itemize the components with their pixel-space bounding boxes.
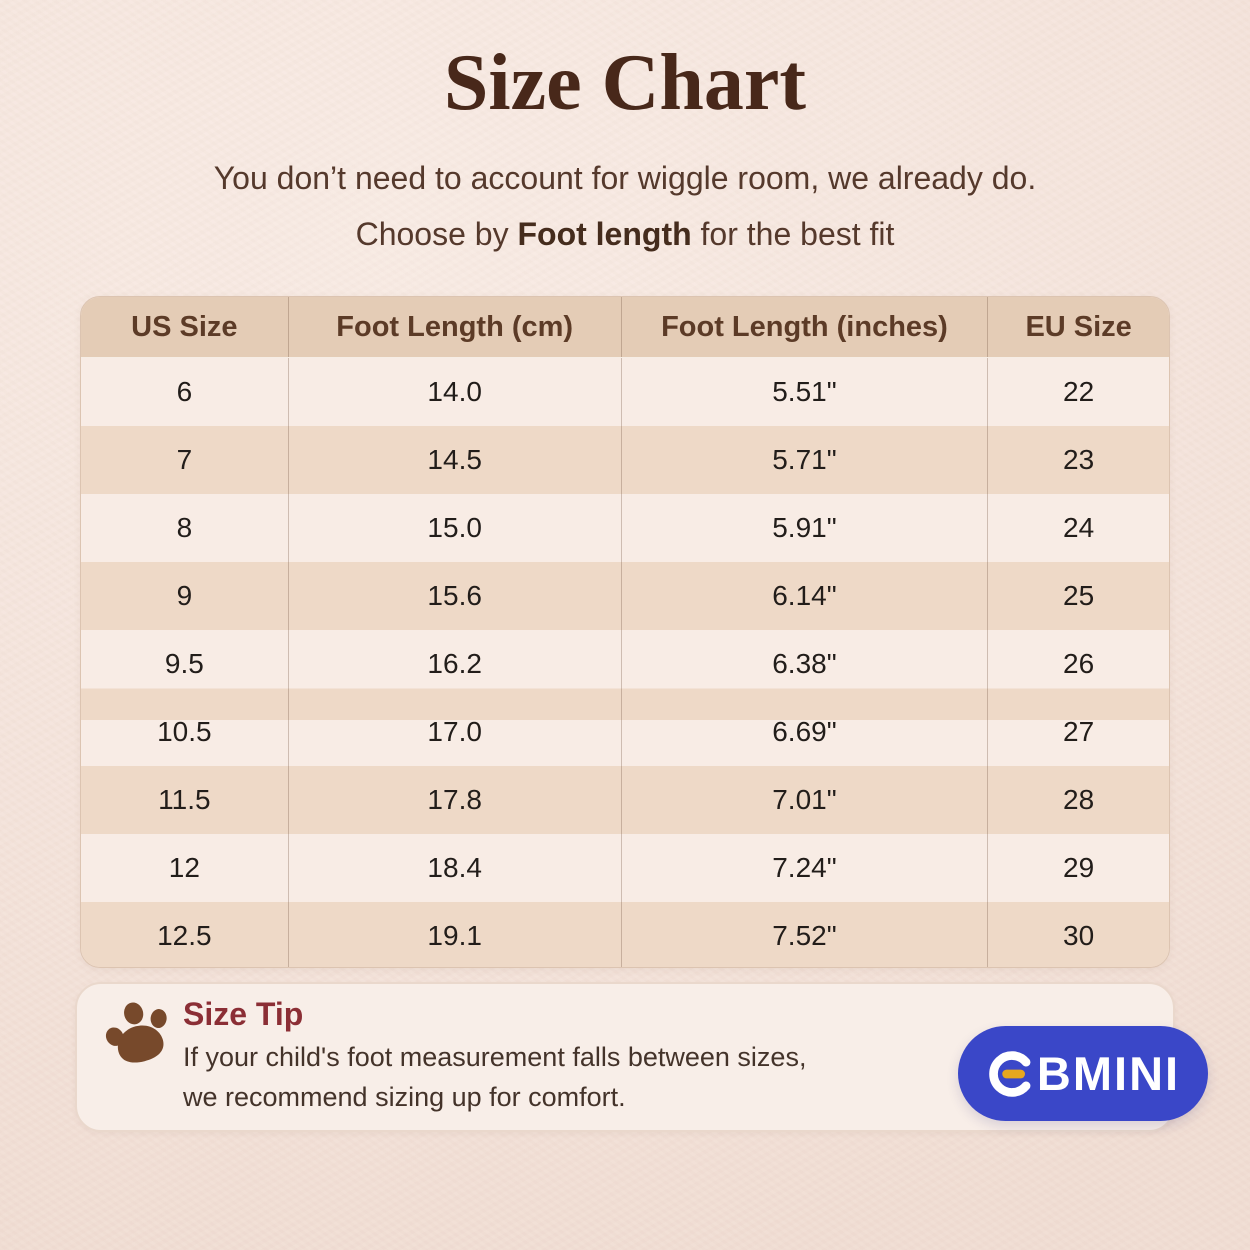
cell-foot-in: 5.91" bbox=[620, 494, 988, 562]
header-cell-foot-cm: Foot Length (cm) bbox=[287, 297, 621, 357]
cell-foot-cm: 15.0 bbox=[287, 494, 621, 562]
cell-foot-in: 6.38" bbox=[620, 630, 988, 698]
subtitle-line1: You don’t need to account for wiggle roo… bbox=[213, 160, 1037, 196]
cell-foot-cm: 17.8 bbox=[287, 766, 621, 834]
cell-eu-size: 22 bbox=[987, 358, 1169, 426]
cell-eu-size: 29 bbox=[987, 834, 1169, 902]
logo-text: BMINI bbox=[1036, 1047, 1181, 1100]
cell-us-size: 11.5 bbox=[158, 784, 211, 815]
cell-eu-size: 26 bbox=[987, 630, 1169, 698]
cell-eu-size: 28 bbox=[987, 766, 1169, 834]
cell-foot-in: 6.14" bbox=[620, 562, 988, 630]
cell-us-size: 9 bbox=[176, 580, 193, 611]
cell-foot-cm: 17.0 bbox=[287, 698, 621, 766]
table-row: 11.5 17.8 7.01" 28 bbox=[81, 766, 1169, 834]
ebmini-logo: BMINI bbox=[958, 1026, 1208, 1121]
cell-foot-cm: 19.1 bbox=[287, 902, 621, 967]
cell-us-size: 12.5 bbox=[157, 920, 212, 951]
table-row: 10.5 17.0 6.69" 27 bbox=[81, 698, 1169, 766]
cell-foot-cm: 14.0 bbox=[287, 358, 621, 426]
cell-us-size: 6 bbox=[176, 376, 193, 407]
table-row: 12 18.4 7.24" 29 bbox=[81, 834, 1169, 902]
table-header-row: US Size Foot Length (cm) Foot Length (in… bbox=[81, 297, 1169, 358]
table-row: 8 15.0 5.91" 24 bbox=[81, 494, 1169, 562]
cell-us-size: 9.5 bbox=[164, 648, 204, 679]
table-row: 7 14.5 5.71" 23 bbox=[81, 426, 1169, 494]
tip-title: Size Tip bbox=[183, 996, 304, 1032]
cell-eu-size: 27 bbox=[987, 698, 1169, 766]
paw-icon bbox=[105, 1002, 167, 1063]
cell-foot-cm: 15.6 bbox=[287, 562, 621, 630]
cell-foot-cm: 18.4 bbox=[287, 834, 621, 902]
tip-text-line2: we recommend sizing up for comfort. bbox=[183, 1082, 626, 1112]
page-title: Size Chart bbox=[443, 39, 807, 127]
subtitle-line2-bold: Foot length bbox=[517, 216, 692, 252]
table-row: 9 15.6 6.14" 25 bbox=[81, 562, 1169, 630]
cell-foot-in: 6.69" bbox=[620, 698, 988, 766]
header-cell-us-size: US Size bbox=[131, 310, 238, 343]
cell-us-size: 7 bbox=[176, 444, 193, 475]
table-row: 12.5 19.1 7.52" 30 bbox=[81, 902, 1169, 967]
cell-eu-size: 25 bbox=[987, 562, 1169, 630]
table-row: 6 14.0 5.51" 22 bbox=[81, 358, 1169, 426]
header-cell-eu-size: EU Size bbox=[987, 297, 1169, 357]
cell-us-size: 12 bbox=[168, 852, 200, 883]
cell-foot-in: 7.52" bbox=[620, 902, 988, 967]
cell-us-size: 8 bbox=[176, 512, 193, 543]
cell-foot-in: 7.01" bbox=[620, 766, 988, 834]
tip-text-line1: If your child's foot measurement falls b… bbox=[183, 1042, 807, 1072]
cell-eu-size: 30 bbox=[987, 902, 1169, 967]
cell-foot-in: 5.71" bbox=[620, 426, 988, 494]
size-chart-table: US Size Foot Length (cm) Foot Length (in… bbox=[80, 296, 1170, 968]
subtitle-line2: Choose by Foot length for the best fit bbox=[0, 216, 1250, 253]
cell-us-size: 10.5 bbox=[157, 716, 212, 747]
cell-eu-size: 24 bbox=[987, 494, 1169, 562]
table-row: 9.5 16.2 6.38" 26 bbox=[81, 630, 1169, 698]
subtitle-line2-prefix: Choose by bbox=[355, 216, 518, 252]
cell-foot-in: 7.24" bbox=[620, 834, 988, 902]
logo-c-icon bbox=[989, 1050, 1031, 1097]
subtitle-line2-suffix: for the best fit bbox=[691, 216, 895, 252]
cell-eu-size: 23 bbox=[987, 426, 1169, 494]
cell-foot-in: 5.51" bbox=[620, 358, 988, 426]
cell-foot-cm: 14.5 bbox=[287, 426, 621, 494]
cell-foot-cm: 16.2 bbox=[287, 630, 621, 698]
header-cell-foot-in: Foot Length (inches) bbox=[620, 297, 988, 357]
